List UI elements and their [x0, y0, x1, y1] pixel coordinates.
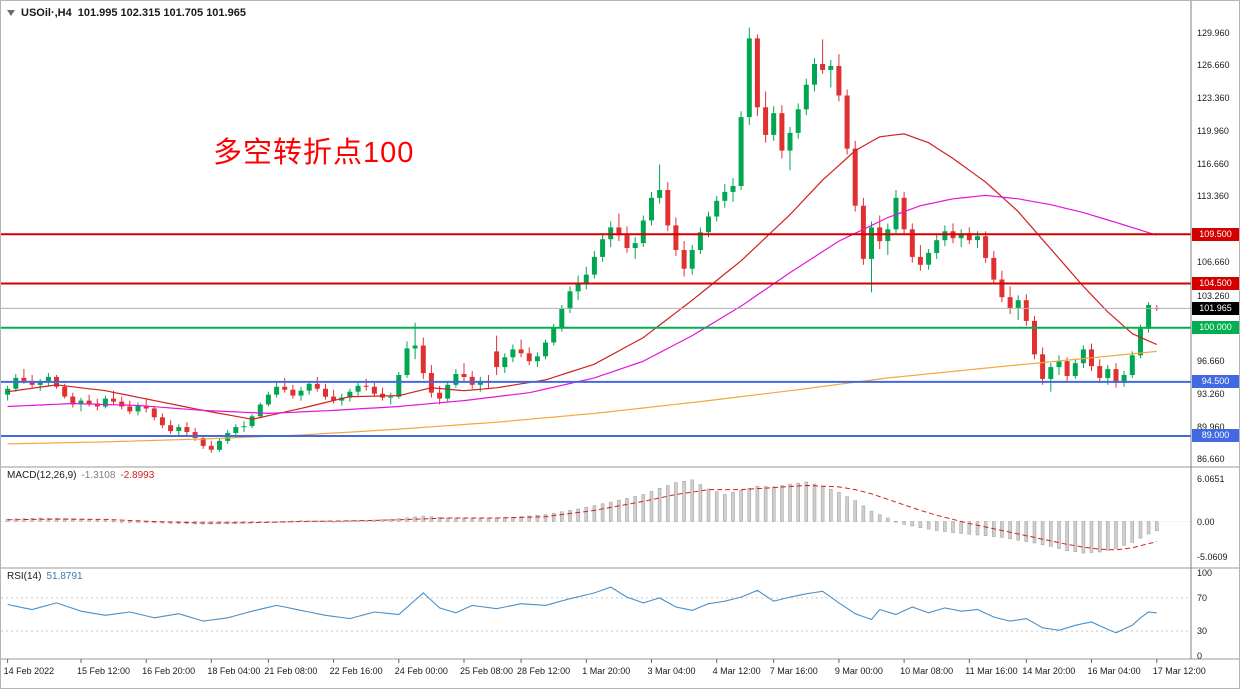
macd-signal-value: -2.8993	[120, 470, 155, 481]
price-axis[interactable]: 129.960 126.660 123.360 119.960 116.660 113.3…	[1191, 1, 1239, 661]
chart-title: USOil·,H4 101.995 102.315 101.705 101.96…	[7, 7, 246, 19]
rsi-axis-label: 70	[1197, 592, 1208, 603]
time-axis-label: 4 Mar 12:00	[712, 666, 761, 676]
price-axis-label: 119.960	[1197, 126, 1229, 137]
time-axis-label: 7 Mar 16:00	[769, 666, 818, 676]
time-axis-label: 14 Feb 2022	[3, 666, 55, 676]
price-level-badge: 101.965	[1192, 301, 1239, 315]
time-axis-label: 16 Feb 20:00	[142, 666, 196, 676]
rsi-axis-label: 0	[1197, 651, 1203, 661]
price-axis-label: 103.260	[1197, 290, 1230, 301]
time-axis-label: 15 Feb 12:00	[76, 666, 130, 676]
ma-slow-orange	[7, 350, 1157, 445]
time-axis-label: 22 Feb 16:00	[329, 666, 383, 676]
time-axis-label: 17 Mar 12:00	[1152, 666, 1206, 676]
chart-annotation-text[interactable]: 多空转折点100	[213, 137, 415, 169]
price-axis-label: 89.960	[1197, 421, 1225, 432]
price-level-badge: 89.000	[1192, 429, 1239, 443]
ma-mid-magenta	[7, 194, 1157, 415]
time-axis-label: 11 Mar 16:00	[965, 666, 1018, 676]
price-level-badge: 104.500	[1192, 276, 1239, 290]
chart-dropdown-icon[interactable]	[7, 10, 15, 16]
rsi-axis-label: 100	[1197, 568, 1213, 578]
price-level-badge: 94.500	[1192, 375, 1239, 389]
time-axis-label: 24 Feb 00:00	[394, 666, 448, 676]
price-axis-label: 126.660	[1197, 60, 1230, 71]
price-level-badge: 100.000	[1192, 321, 1239, 335]
time-axis-label: 9 Mar 00:00	[834, 666, 883, 676]
time-axis-label: 21 Feb 08:00	[264, 666, 318, 676]
time-axis-label: 18 Feb 04:00	[207, 666, 261, 676]
macd-axis-label: 0.00	[1197, 516, 1215, 527]
price-axis-label: 113.360	[1197, 191, 1229, 202]
rsi-line	[7, 586, 1157, 634]
rsi-label: RSI(14)	[7, 571, 42, 582]
price-axis-label: 106.660	[1197, 257, 1230, 268]
price-axis-label: 129.960	[1197, 27, 1230, 38]
time-axis[interactable]: 14 Feb 2022 15 Feb 12:00 16 Feb 20:00 18 Fe…	[1, 659, 1239, 688]
rsi-value: 51.8791	[46, 571, 83, 582]
time-axis-label: 1 Mar 20:00	[582, 666, 631, 676]
time-axis-label: 16 Mar 04:00	[1087, 666, 1141, 676]
macd-axis-label: -5.0609	[1197, 551, 1228, 562]
time-axis-label: 28 Feb 12:00	[517, 666, 571, 676]
price-axis-label: 116.660	[1197, 158, 1229, 169]
macd-label: MACD(12,26,9)	[7, 470, 77, 481]
time-axis-label: 3 Mar 04:00	[647, 666, 696, 676]
ma-fast-red	[7, 133, 1158, 420]
price-axis-label: 123.360	[1197, 92, 1230, 103]
price-level-badge: 109.500	[1192, 227, 1239, 241]
price-axis-label: 93.260	[1197, 389, 1225, 400]
macd-signal-line	[7, 484, 1157, 551]
chart-symbol-timeframe: USOil·,H4	[21, 7, 72, 19]
chart-ohlc-values: 101.995 102.315 101.705 101.965	[77, 7, 246, 19]
macd-indicator-label: MACD(12,26,9) -1.3108 -2.8993	[7, 470, 159, 481]
macd-axis-label: 6.0651	[1197, 474, 1225, 485]
macd-main-value: -1.3108	[81, 470, 116, 481]
rsi-indicator-label: RSI(14) 51.8791	[7, 571, 88, 582]
price-axis-label: 86.660	[1197, 454, 1225, 465]
time-axis-label: 25 Feb 08:00	[460, 666, 514, 676]
time-axis-label: 10 Mar 08:00	[900, 666, 954, 676]
time-axis-label: 14 Mar 20:00	[1022, 666, 1076, 676]
rsi-axis-label: 30	[1197, 626, 1208, 637]
price-axis-label: 96.660	[1197, 355, 1225, 366]
